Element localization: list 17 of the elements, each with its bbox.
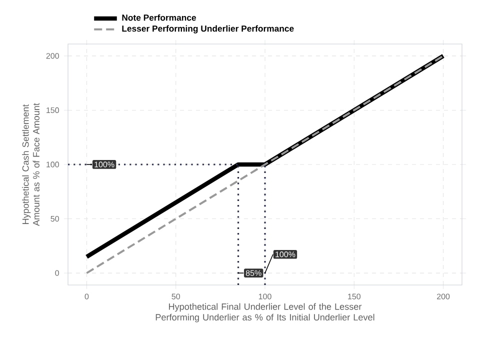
annotation: 100% bbox=[94, 162, 114, 168]
y-tick-label: 0 bbox=[55, 270, 59, 276]
y-tick-label: 200 bbox=[46, 53, 59, 59]
annotation: 100% bbox=[276, 252, 296, 258]
y-tick-label: 150 bbox=[46, 107, 59, 114]
x-tick-label: 0 bbox=[84, 294, 89, 300]
x-axis-title: Hypothetical Final Underlier Level of the Lesser Performing Underlier as % of Its Initial Underlier Level bbox=[156, 303, 374, 322]
legend-label: Lesser Performing Underlier Performance bbox=[122, 25, 294, 34]
legend-label: Note Performance bbox=[122, 14, 196, 21]
y-axis-title: Hypothetical Cash Settlement Amount as % of Face Amount bbox=[22, 103, 40, 226]
y-tick-label: 100 bbox=[46, 162, 59, 168]
x-tick-label: 150 bbox=[348, 294, 360, 300]
annotation: 85% bbox=[246, 270, 262, 276]
x-tick-label: 100 bbox=[258, 294, 272, 300]
x-tick-label: 50 bbox=[172, 294, 180, 300]
y-tick-label: 50 bbox=[50, 216, 59, 222]
x-tick-label: 200 bbox=[436, 294, 450, 300]
